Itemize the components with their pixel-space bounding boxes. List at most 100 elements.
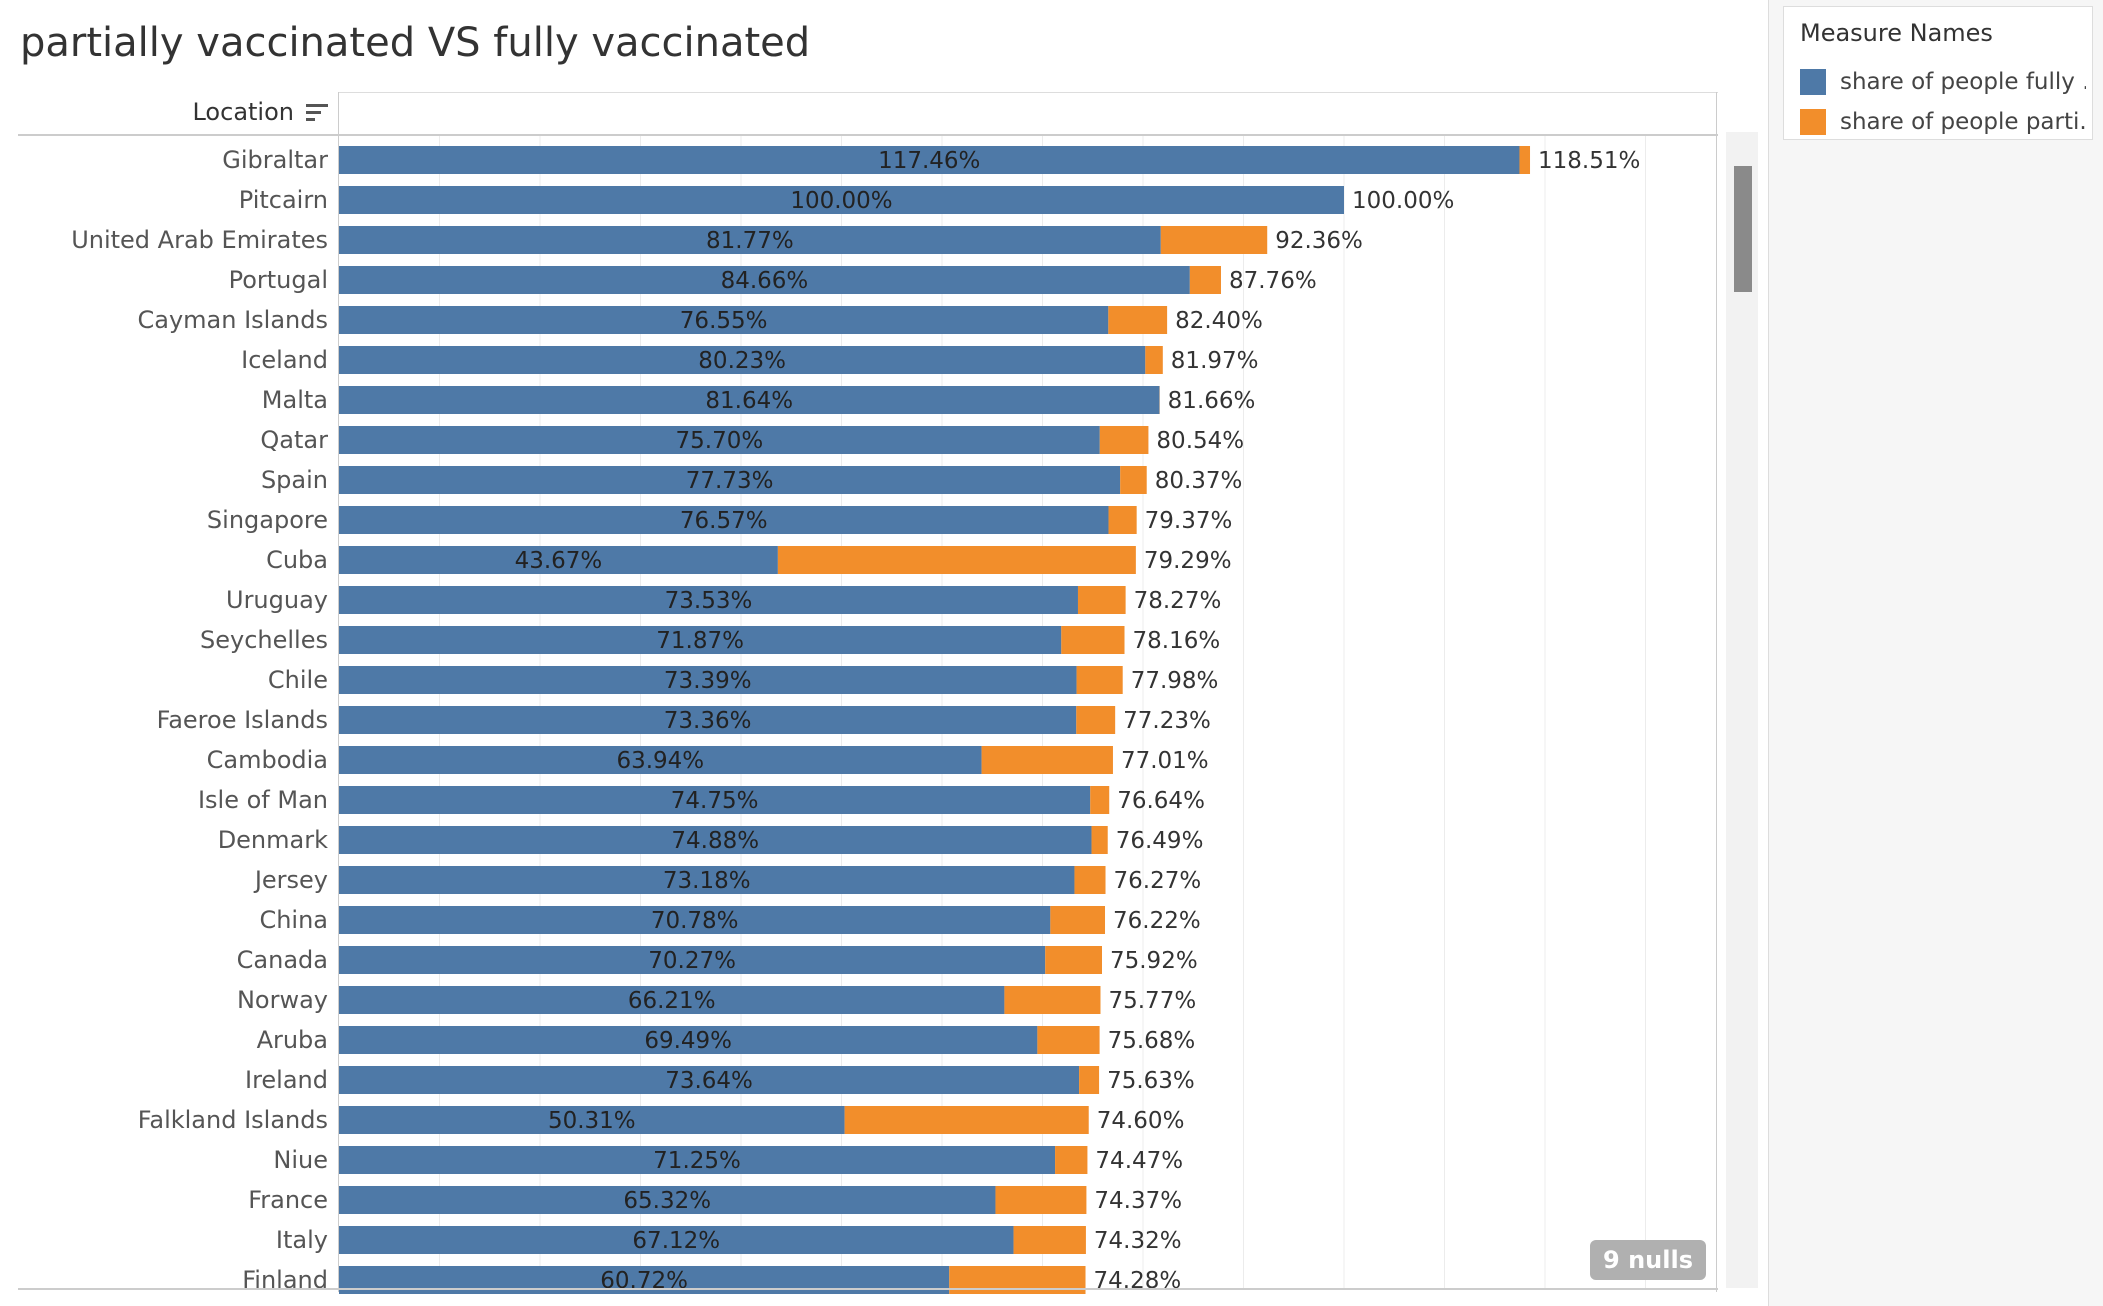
location-label: United Arab Emirates bbox=[71, 226, 328, 254]
total-value-label: 87.76% bbox=[1229, 268, 1317, 294]
legend-panel: Measure Names share of people fully .. s… bbox=[1768, 0, 2103, 1306]
bar-fully-vaccinated bbox=[339, 146, 1520, 174]
location-label: Denmark bbox=[218, 826, 328, 854]
total-value-label: 76.22% bbox=[1113, 908, 1201, 934]
bar-fully-vaccinated bbox=[339, 1066, 1080, 1094]
bar-value-label: 71.25% bbox=[653, 1148, 741, 1174]
bar-value-label: 77.73% bbox=[686, 468, 774, 494]
location-label: Singapore bbox=[207, 506, 328, 534]
header-divider bbox=[18, 134, 1718, 136]
location-label: Malta bbox=[262, 386, 328, 414]
total-value-label: 77.23% bbox=[1123, 708, 1211, 734]
bar-partially-vaccinated bbox=[1004, 986, 1101, 1014]
bar-value-label: 69.49% bbox=[644, 1028, 732, 1054]
bar-fully-vaccinated bbox=[339, 706, 1077, 734]
location-label: Cayman Islands bbox=[138, 306, 329, 334]
legend-title: Measure Names bbox=[1800, 19, 1993, 47]
page-title: partially vaccinated VS fully vaccinated bbox=[20, 20, 811, 66]
bar-fully-vaccinated bbox=[339, 986, 1005, 1014]
bar-value-label: 66.21% bbox=[628, 988, 716, 1014]
bar-partially-vaccinated bbox=[1037, 1026, 1100, 1054]
nulls-badge[interactable]: 9 nulls bbox=[1590, 1240, 1706, 1280]
bar-partially-vaccinated bbox=[844, 1106, 1089, 1134]
bar-fully-vaccinated bbox=[339, 626, 1062, 654]
bar-fully-vaccinated bbox=[339, 1186, 996, 1214]
legend-item-fully[interactable]: share of people fully .. bbox=[1800, 67, 2090, 97]
total-value-label: 74.37% bbox=[1094, 1188, 1182, 1214]
bar-value-label: 81.64% bbox=[705, 388, 793, 414]
bar-fully-vaccinated bbox=[339, 1226, 1014, 1254]
axis-top-line bbox=[338, 92, 1718, 93]
bar-value-label: 74.88% bbox=[671, 828, 759, 854]
legend-label-fully: share of people fully .. bbox=[1840, 69, 2086, 95]
chart-bottom-line bbox=[18, 1288, 1718, 1290]
location-label: Iceland bbox=[241, 346, 328, 374]
total-value-label: 77.98% bbox=[1131, 668, 1219, 694]
bar-partially-vaccinated bbox=[1519, 146, 1531, 174]
bar-fully-vaccinated bbox=[339, 946, 1046, 974]
bar-fully-vaccinated bbox=[339, 546, 778, 574]
legend-item-partial[interactable]: share of people parti.. bbox=[1800, 107, 2090, 137]
bar-partially-vaccinated bbox=[1077, 586, 1126, 614]
bar-value-label: 63.94% bbox=[616, 748, 704, 774]
location-header[interactable]: Location bbox=[18, 90, 338, 134]
total-value-label: 78.16% bbox=[1133, 628, 1221, 654]
bar-partially-vaccinated bbox=[1050, 906, 1106, 934]
bar-value-label: 67.12% bbox=[632, 1228, 720, 1254]
location-label: China bbox=[259, 906, 328, 934]
vertical-scrollbar[interactable] bbox=[1726, 132, 1758, 1288]
bar-fully-vaccinated bbox=[339, 306, 1109, 334]
pane-divider bbox=[338, 92, 339, 1292]
bar-value-label: 80.23% bbox=[698, 348, 786, 374]
location-label: Faeroe Islands bbox=[157, 706, 328, 734]
bar-value-label: 70.78% bbox=[651, 908, 739, 934]
bar-value-label: 81.77% bbox=[706, 228, 794, 254]
bar-value-label: 73.64% bbox=[665, 1068, 753, 1094]
bar-fully-vaccinated bbox=[339, 1026, 1038, 1054]
sort-descending-icon[interactable] bbox=[306, 104, 328, 122]
total-value-label: 80.54% bbox=[1156, 428, 1244, 454]
location-label: Spain bbox=[261, 466, 328, 494]
total-value-label: 76.49% bbox=[1116, 828, 1204, 854]
bar-value-label: 50.31% bbox=[548, 1108, 636, 1134]
total-value-label: 100.00% bbox=[1352, 188, 1454, 214]
bar-partially-vaccinated bbox=[1120, 466, 1147, 494]
total-value-label: 118.51% bbox=[1538, 148, 1640, 174]
total-value-label: 80.37% bbox=[1155, 468, 1243, 494]
bar-fully-vaccinated bbox=[339, 266, 1190, 294]
bar-fully-vaccinated bbox=[339, 866, 1075, 894]
bar-fully-vaccinated bbox=[339, 186, 1344, 214]
location-label: Cambodia bbox=[207, 746, 328, 774]
location-label: Norway bbox=[237, 986, 328, 1014]
total-value-label: 81.97% bbox=[1171, 348, 1259, 374]
bar-fully-vaccinated bbox=[339, 826, 1092, 854]
total-value-label: 74.28% bbox=[1094, 1268, 1182, 1294]
bar-value-label: 60.72% bbox=[600, 1268, 688, 1294]
bar-value-label: 73.18% bbox=[663, 868, 751, 894]
bar-partially-vaccinated bbox=[1061, 626, 1125, 654]
bar-partially-vaccinated bbox=[1055, 1146, 1088, 1174]
bar-partially-vaccinated bbox=[1076, 706, 1116, 734]
bar-chart: Gibraltar 117.46% 118.51% Pitcairn 100.00% 10… bbox=[71, 136, 1646, 1294]
legend-card: Measure Names share of people fully .. s… bbox=[1783, 6, 2093, 140]
bar-fully-vaccinated bbox=[339, 666, 1077, 694]
bar-value-label: 73.39% bbox=[664, 668, 752, 694]
bar-value-label: 65.32% bbox=[623, 1188, 711, 1214]
bar-value-label: 100.00% bbox=[790, 188, 892, 214]
total-value-label: 78.27% bbox=[1134, 588, 1222, 614]
bar-value-label: 117.46% bbox=[878, 148, 980, 174]
bar-partially-vaccinated bbox=[1074, 866, 1106, 894]
total-value-label: 77.01% bbox=[1121, 748, 1209, 774]
total-value-label: 79.37% bbox=[1145, 508, 1233, 534]
total-value-label: 74.60% bbox=[1097, 1108, 1185, 1134]
bar-value-label: 76.57% bbox=[680, 508, 768, 534]
chart-right-border bbox=[1716, 92, 1717, 1292]
bar-partially-vaccinated bbox=[777, 546, 1136, 574]
bar-value-label: 75.70% bbox=[676, 428, 764, 454]
location-label: Falkland Islands bbox=[138, 1106, 328, 1134]
bar-value-label: 73.36% bbox=[664, 708, 752, 734]
bar-value-label: 76.55% bbox=[680, 308, 768, 334]
bar-fully-vaccinated bbox=[339, 466, 1121, 494]
bar-value-label: 73.53% bbox=[665, 588, 753, 614]
scrollbar-thumb[interactable] bbox=[1734, 166, 1752, 292]
